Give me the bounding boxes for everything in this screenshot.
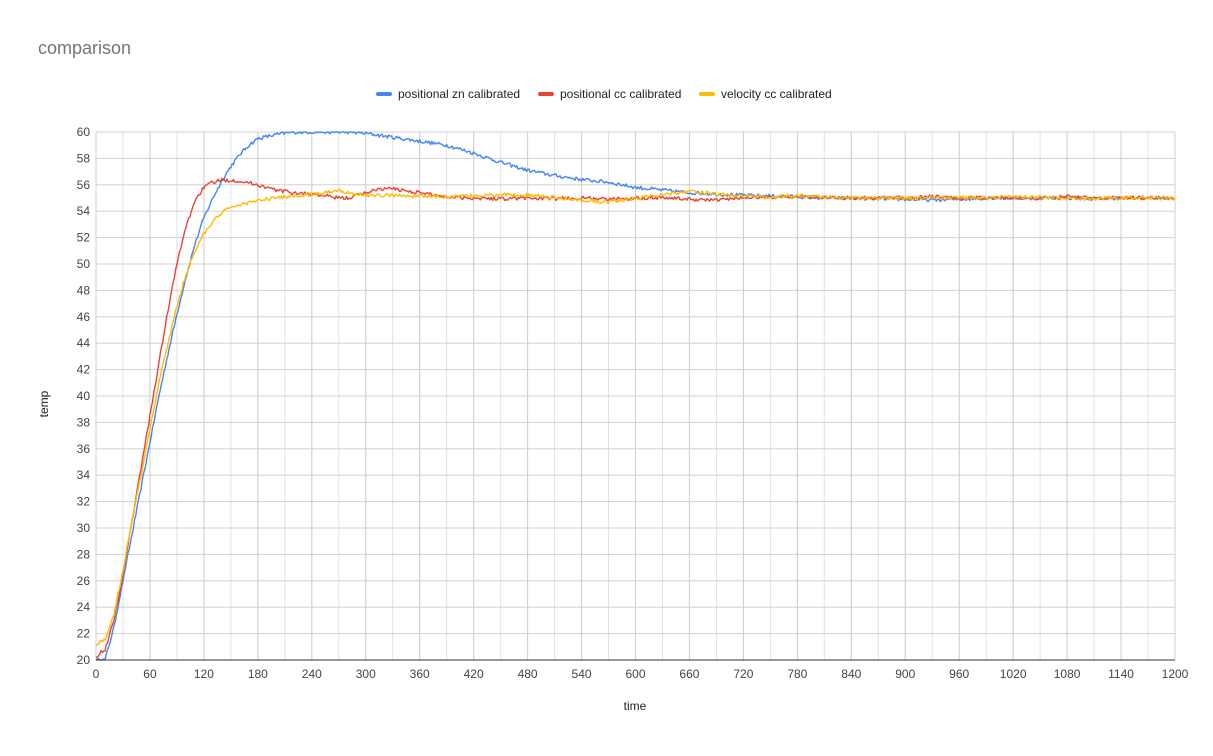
legend-label: velocity cc calibrated <box>721 87 832 101</box>
y-tick-label: 60 <box>77 125 91 139</box>
y-tick-label: 44 <box>77 336 91 350</box>
y-tick-label: 42 <box>77 363 91 377</box>
x-tick-label: 360 <box>410 667 430 681</box>
x-axis-label: time <box>624 699 647 713</box>
y-tick-label: 52 <box>77 231 91 245</box>
legend-item: velocity cc calibrated <box>699 87 832 101</box>
x-tick-label: 900 <box>895 667 915 681</box>
chart-title: comparison <box>38 38 132 58</box>
x-tick-label: 1080 <box>1054 667 1081 681</box>
y-tick-label: 58 <box>77 151 91 165</box>
legend-item: positional cc calibrated <box>538 87 681 101</box>
x-tick-label: 480 <box>518 667 538 681</box>
y-tick-label: 46 <box>77 310 91 324</box>
y-tick-label: 54 <box>77 204 91 218</box>
legend-label: positional cc calibrated <box>560 87 681 101</box>
y-tick-label: 36 <box>77 442 91 456</box>
y-tick-label: 20 <box>77 653 91 667</box>
y-tick-label: 40 <box>77 389 91 403</box>
x-tick-label: 60 <box>143 667 157 681</box>
y-tick-label: 56 <box>77 178 91 192</box>
x-tick-label: 540 <box>572 667 592 681</box>
series-line-2 <box>95 188 1176 647</box>
y-tick-label: 22 <box>77 627 91 641</box>
y-tick-label: 48 <box>77 283 91 297</box>
x-tick-label: 1200 <box>1162 667 1189 681</box>
x-tick-label: 780 <box>787 667 807 681</box>
x-tick-label: 300 <box>356 667 376 681</box>
grid <box>95 131 1176 661</box>
axes: 0 60 120 180 240 300 360 420 480 540 600 660 720 780 8… <box>77 125 1189 681</box>
x-tick-label: 180 <box>248 667 268 681</box>
x-tick-label: 660 <box>679 667 699 681</box>
x-tick-label: 720 <box>733 667 753 681</box>
y-tick-label: 28 <box>77 547 91 561</box>
x-tick-label: 840 <box>841 667 861 681</box>
y-tick-label: 50 <box>77 257 91 271</box>
y-tick-label: 34 <box>77 468 91 482</box>
x-tick-label: 960 <box>949 667 969 681</box>
y-tick-label: 26 <box>77 574 91 588</box>
x-tick-label: 600 <box>625 667 645 681</box>
y-axis-label: temp <box>37 390 51 417</box>
legend-label: positional zn calibrated <box>398 87 520 101</box>
legend-item: positional zn calibrated <box>376 87 520 101</box>
x-tick-label: 120 <box>194 667 214 681</box>
x-tick-label: 0 <box>93 667 100 681</box>
y-tick-label: 38 <box>77 415 91 429</box>
series-lines <box>95 131 1176 661</box>
y-tick-label: 30 <box>77 521 91 535</box>
y-tick-label: 24 <box>77 600 91 614</box>
y-tick-label: 32 <box>77 495 91 509</box>
x-tick-label: 1140 <box>1108 667 1134 681</box>
x-tick-label: 1020 <box>1000 667 1027 681</box>
x-tick-label: 240 <box>302 667 322 681</box>
series-line-0 <box>95 131 1176 661</box>
x-tick-label: 420 <box>464 667 484 681</box>
legend: positional zn calibrated positional cc ca… <box>376 87 832 101</box>
